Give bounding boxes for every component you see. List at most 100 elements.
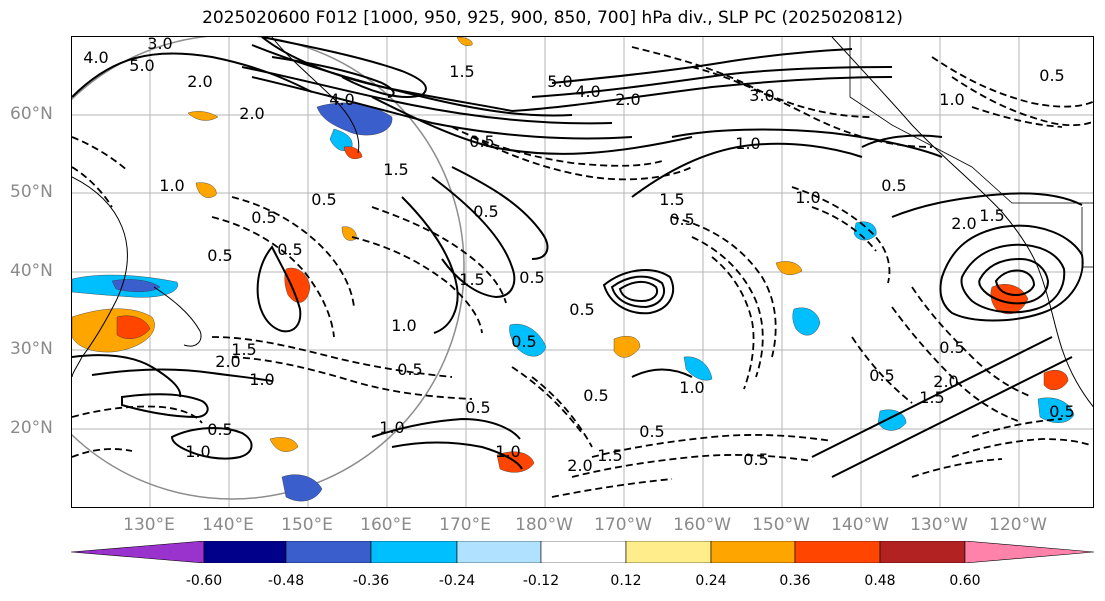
map-panel: 3.0 4.0 5.0 2.0 4.0 2.0 1.5 5.0 4.0 2.0 …: [71, 36, 1094, 508]
contour-label: 2.0: [933, 372, 958, 391]
colorbar: [71, 541, 1094, 563]
colorbar-segment: [285, 541, 372, 563]
shade-positive-180w: [456, 37, 473, 46]
contour-label: 0.5: [473, 202, 498, 221]
contour-label: 1.0: [249, 370, 274, 389]
coast-asia: [72, 176, 128, 378]
shade-positive-kuril: [284, 267, 311, 303]
coastlines: [72, 37, 1093, 408]
contour-label: 1.5: [459, 270, 484, 289]
colorbar-tick-label: 0.60: [949, 573, 981, 589]
lon-label-130e: 130°E: [123, 515, 175, 535]
contour-label: 0.5: [277, 240, 302, 259]
colorbar-tick-label: 0.12: [610, 573, 642, 589]
contour-label: 0.5: [639, 422, 664, 441]
contour-label: 1.5: [919, 388, 944, 407]
shade-negative-140w-n: [853, 221, 877, 241]
contour-label: 2.0: [187, 72, 212, 91]
lat-label-50n: 50°N: [10, 182, 53, 202]
contour-label: 1.5: [979, 206, 1004, 225]
contour-label: 3.0: [749, 86, 774, 105]
shade-positive-160e: [343, 146, 363, 160]
contour-label: 0.5: [207, 246, 232, 265]
colorbar-segment: [794, 541, 881, 563]
boundary-canada: [849, 37, 1093, 204]
contour-label: 0.5: [511, 332, 536, 351]
colorbar-tick-label: 0.24: [695, 573, 727, 589]
lat-label-20n: 20°N: [10, 418, 53, 438]
lat-label-30n: 30°N: [10, 339, 53, 359]
contour-label: 1.0: [735, 134, 760, 153]
colorbar-segments: [71, 541, 1094, 563]
lon-label-180w: 180°W: [515, 515, 573, 535]
lon-label-160w: 160°W: [673, 515, 731, 535]
contour-label: 0.5: [397, 360, 422, 379]
contour-label: 0.5: [311, 190, 336, 209]
lon-label-140w: 140°W: [831, 515, 889, 535]
contour-label: 0.5: [743, 450, 768, 469]
contour-label: 1.0: [185, 442, 210, 461]
contour-label: 0.5: [1039, 66, 1064, 85]
shade-negative-140w: [877, 409, 907, 431]
contour-label: 0.5: [469, 132, 494, 151]
contour-label: 1.5: [659, 190, 684, 209]
contour-label: 0.5: [207, 420, 232, 439]
contour-label: 1.5: [449, 62, 474, 81]
shade-positive-mex: [1043, 370, 1069, 391]
contour-label: 2.0: [951, 214, 976, 233]
colorbar-segment: [710, 541, 796, 563]
contour-label: 2.0: [215, 352, 240, 371]
shade-negative-180a: [509, 323, 547, 357]
lon-label-160e: 160°E: [360, 515, 412, 535]
colorbar-segment: [370, 541, 458, 563]
coast-nw-america: [1039, 272, 1093, 408]
contour-label: 5.0: [129, 56, 154, 75]
colorbar-tick-label: 0.48: [864, 573, 896, 589]
colorbar-segment: [203, 541, 287, 563]
contour-label: 1.0: [939, 90, 964, 109]
contour-label: 1.0: [495, 442, 520, 461]
shade-positive-sw: [269, 437, 299, 452]
colorbar-tick-label: -0.36: [352, 573, 390, 589]
shade-positive-japan-core: [116, 315, 151, 340]
colorbar-tick-label: 0.36: [779, 573, 811, 589]
colorbar-tick-label: -0.12: [522, 573, 560, 589]
shade-positive-170w: [613, 336, 641, 358]
coast-alaska: [831, 37, 1041, 274]
contour-label: 0.5: [939, 338, 964, 357]
colorbar-tick-label: -0.60: [185, 573, 223, 589]
shade-positive-60n: [187, 111, 219, 121]
shade-positive-150w: [775, 261, 803, 275]
contour-label: 1.0: [679, 378, 704, 397]
range-circle: [72, 37, 465, 500]
contour-label: 2.0: [567, 456, 592, 475]
contours-solid: [72, 37, 1084, 478]
colorbar-segment: [71, 541, 205, 563]
contour-label: 1.5: [231, 340, 256, 359]
contour-label: 0.5: [669, 210, 694, 229]
contour-label: 0.5: [251, 208, 276, 227]
contour-label: 1.0: [159, 176, 184, 195]
lon-label-120w: 120°W: [989, 515, 1047, 535]
shade-positive-ne: [195, 182, 217, 198]
colorbar-tick-label: -0.48: [267, 573, 305, 589]
boundary-us: [1081, 207, 1093, 268]
map-title: 2025020600 F012 [1000, 950, 925, 900, 85…: [202, 8, 903, 28]
colorbar-segment: [625, 541, 712, 563]
contour-label: 0.5: [465, 398, 490, 417]
contour-label: 1.5: [597, 446, 622, 465]
contour-label: 1.0: [379, 418, 404, 437]
colorbar-segment: [456, 541, 542, 563]
colorbar-tick-label: -0.24: [438, 573, 476, 589]
contour-label: 0.5: [869, 366, 894, 385]
shade-negative-korea-core: [111, 279, 161, 292]
map-canvas: 3.0 4.0 5.0 2.0 4.0 2.0 1.5 5.0 4.0 2.0 …: [72, 37, 1093, 507]
lat-label-60n: 60°N: [10, 104, 53, 124]
contour-label: 4.0: [83, 48, 108, 67]
shade-negative-sakhalin: [316, 102, 393, 136]
contour-label: 0.5: [519, 268, 544, 287]
lon-label-130w: 130°W: [910, 515, 968, 535]
contour-label: 2.0: [615, 90, 640, 109]
colorbar-segment: [540, 541, 627, 563]
contour-labels: 3.0 4.0 5.0 2.0 4.0 2.0 1.5 5.0 4.0 2.0 …: [83, 37, 1074, 475]
